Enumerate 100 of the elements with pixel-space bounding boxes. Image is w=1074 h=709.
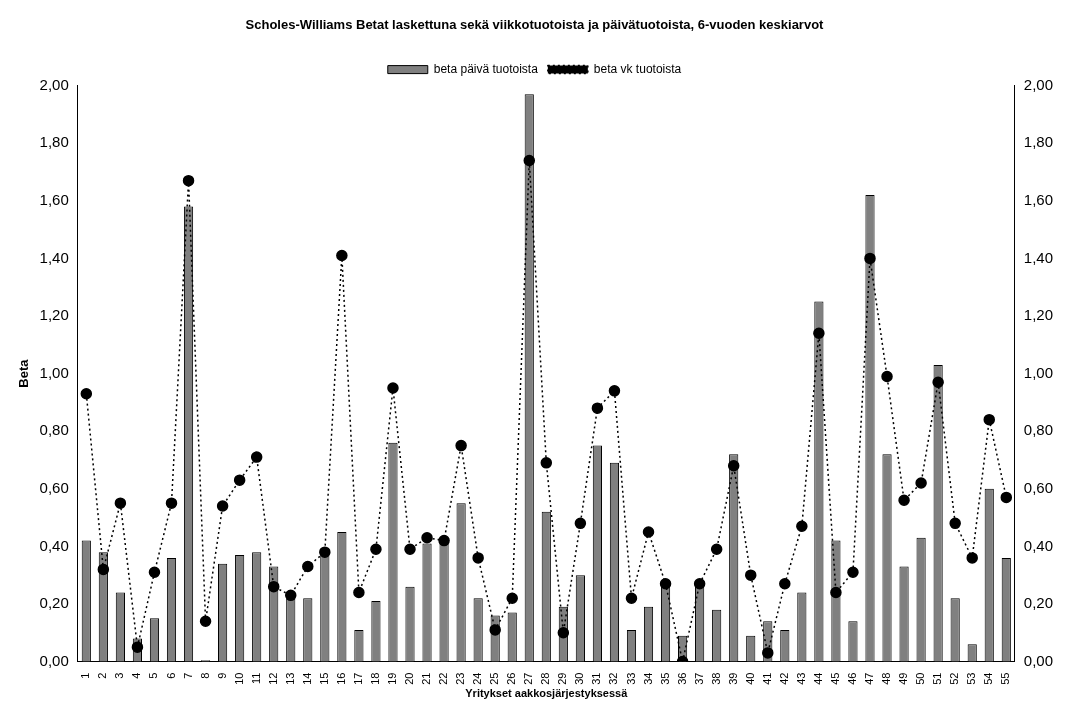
x-tick-label: 47 (863, 672, 876, 685)
point (796, 520, 808, 532)
x-tick-label: 7 (181, 672, 194, 679)
point (285, 589, 297, 602)
point (506, 592, 518, 604)
x-tick-label: 24 (471, 672, 484, 685)
x-tick-label: 48 (880, 672, 893, 685)
point (267, 580, 280, 593)
point (114, 497, 127, 509)
x-tick-label: 23 (454, 672, 467, 685)
point (472, 552, 484, 564)
point (80, 387, 93, 400)
x-tick-label: 45 (828, 672, 841, 685)
x-tick-label: 44 (811, 672, 824, 685)
point (319, 546, 331, 558)
y2-tick-label: 2,00 (1023, 75, 1054, 93)
x-tick-label: 26 (505, 672, 518, 685)
x-tick-label: 50 (914, 672, 927, 685)
y-tick-label: 2,00 (39, 75, 69, 93)
x-tick-label: 5 (147, 672, 160, 679)
x-tick-label: 12 (266, 672, 279, 685)
y-tick-label: 0,20 (39, 594, 69, 612)
point (830, 586, 842, 599)
y2-tick-label: 1,00 (1023, 363, 1054, 381)
point (302, 560, 314, 573)
point (250, 451, 263, 463)
point (557, 627, 570, 639)
point (642, 526, 655, 538)
x-tick-label: 6 (164, 672, 177, 679)
x-tick-label: 29 (556, 672, 569, 685)
x-tick-label: 20 (403, 672, 416, 685)
point (727, 459, 740, 472)
chart-title: Scholes-Williams Betat laskettuna sekä viikkotuotoista ja päivätuotoista, 6-vuoden keskiarvot (245, 17, 825, 33)
x-tick-label: 3 (113, 672, 126, 679)
x-tick-label: 11 (249, 672, 262, 684)
point (387, 382, 399, 394)
point (216, 500, 229, 512)
x-tick-label: 43 (794, 672, 807, 685)
point (932, 376, 944, 388)
point (779, 578, 791, 590)
x-tick-label: 51 (931, 672, 944, 685)
point (523, 154, 536, 167)
point (625, 592, 638, 604)
x-tick-label: 13 (283, 672, 296, 685)
y-tick-label: 1,60 (39, 190, 69, 208)
y2-tick-label: 0,80 (1023, 421, 1054, 439)
y-tick-label: 0,60 (39, 478, 69, 496)
x-tick-label: 36 (675, 672, 688, 685)
x-axis-title: Yritykset aakkosjärjestyksessä (465, 687, 629, 700)
x-tick-label: 31 (590, 672, 603, 685)
point (148, 566, 161, 579)
y-tick-label: 0,00 (39, 651, 69, 669)
x-tick-label: 34 (641, 672, 654, 685)
y-axis-title: Beta (16, 358, 32, 388)
point (762, 647, 774, 659)
point (489, 624, 501, 636)
y2-tick-label: 1,40 (1023, 248, 1054, 266)
x-tick-label: 19 (386, 672, 398, 685)
point (455, 439, 467, 452)
point (165, 497, 178, 509)
point (574, 517, 587, 530)
point (608, 385, 621, 397)
legend-label: beta päivä tuotoista (433, 61, 539, 76)
point (847, 566, 859, 579)
point (949, 517, 961, 530)
x-tick-label: 15 (317, 672, 330, 685)
x-tick-label: 40 (743, 672, 756, 685)
x-tick-label: 16 (334, 672, 347, 685)
point (813, 327, 825, 340)
y2-tick-label: 1,20 (1023, 306, 1054, 324)
point (404, 543, 416, 555)
point (199, 615, 212, 627)
point (710, 543, 723, 555)
point (353, 586, 365, 599)
point (744, 569, 757, 581)
point (131, 641, 144, 653)
point (693, 578, 706, 590)
y2-tick-label: 0,60 (1023, 478, 1054, 496)
point (591, 402, 604, 414)
point (540, 457, 553, 469)
point (336, 249, 348, 262)
x-tick-label: 33 (624, 672, 637, 685)
y2-tick-label: 0,00 (1023, 651, 1054, 669)
point (898, 494, 910, 507)
x-tick-label: 46 (845, 672, 858, 685)
x-tick-label: 41 (760, 672, 773, 685)
x-tick-label: 38 (709, 672, 722, 685)
point (983, 413, 995, 426)
x-tick-label: 39 (726, 672, 739, 685)
x-tick-label: 21 (420, 672, 433, 685)
x-tick-label: 10 (232, 672, 245, 685)
point (438, 534, 450, 547)
point (659, 578, 672, 590)
y2-tick-label: 0,40 (1023, 536, 1054, 554)
x-tick-label: 53 (965, 672, 978, 685)
x-tick-label: 14 (300, 672, 313, 685)
point (864, 252, 876, 265)
x-tick-label: 4 (130, 672, 143, 679)
point (915, 477, 927, 489)
x-tick-label: 9 (215, 672, 228, 679)
